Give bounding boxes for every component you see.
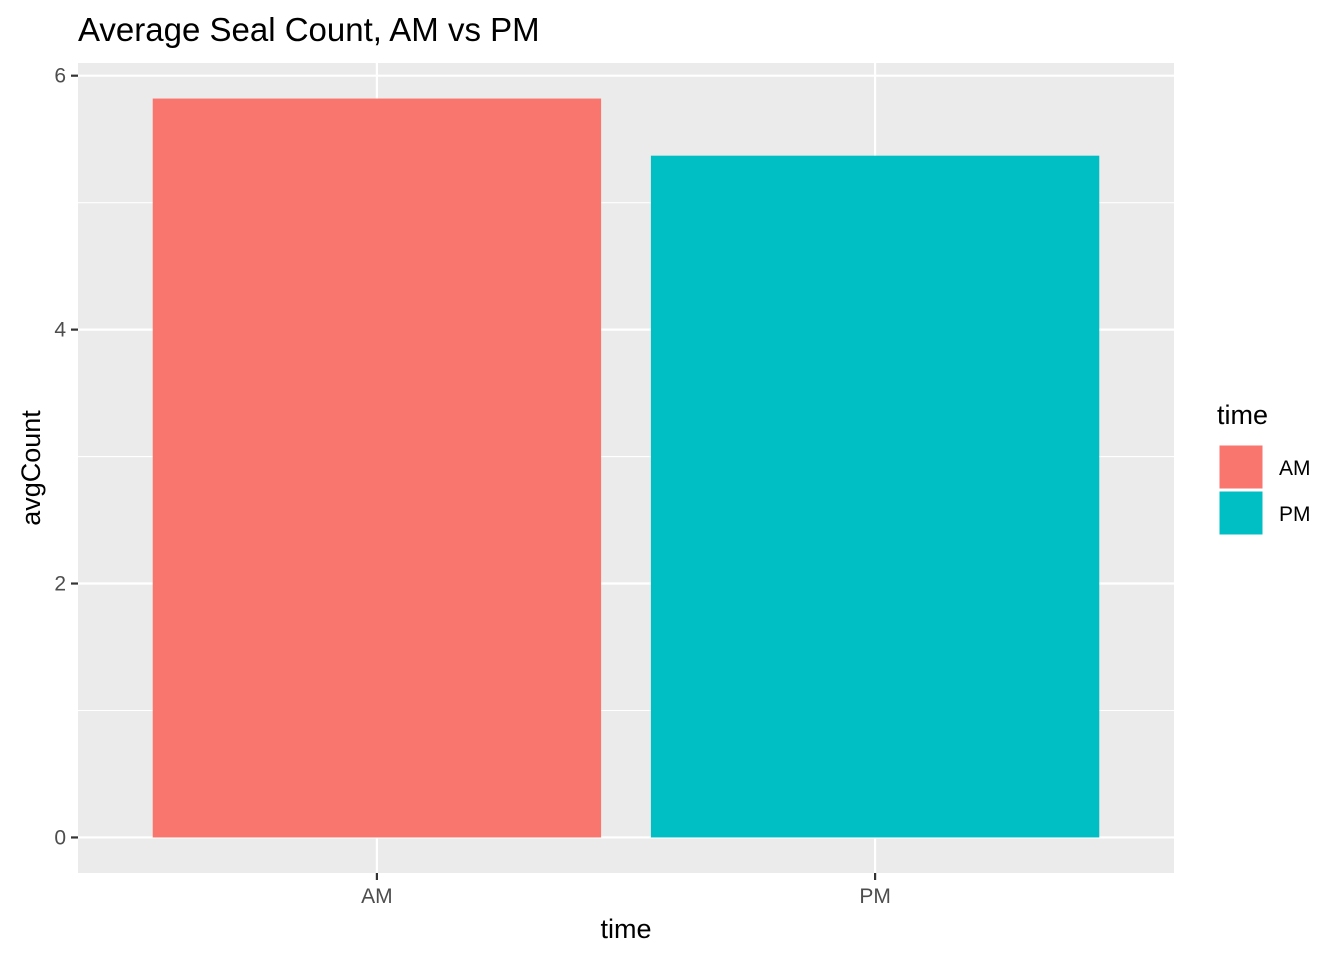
- y-tick-label: 4: [54, 319, 66, 342]
- bar-am: [152, 98, 602, 838]
- x-tick-label: PM: [859, 885, 891, 908]
- bars-group: [152, 98, 1100, 838]
- chart-title: Average Seal Count, AM vs PM: [78, 11, 540, 48]
- bar-pm: [650, 155, 1100, 838]
- y-tick-label: 2: [54, 573, 66, 596]
- y-tick-label: 6: [54, 65, 66, 88]
- y-axis: 0 2 4 6: [54, 65, 78, 849]
- legend-key-pm: [1218, 490, 1264, 536]
- legend: time AM PM: [1217, 400, 1311, 536]
- legend-key-am: [1218, 444, 1264, 490]
- x-axis: AM PM: [361, 873, 891, 908]
- y-tick-label: 0: [54, 826, 66, 849]
- x-tick-label: AM: [361, 885, 393, 908]
- x-axis-title: time: [600, 914, 651, 944]
- legend-items: AM PM: [1218, 444, 1311, 536]
- legend-label-pm: PM: [1279, 503, 1311, 526]
- legend-label-am: AM: [1279, 457, 1311, 480]
- legend-title: time: [1217, 400, 1268, 430]
- y-axis-title: avgCount: [16, 410, 46, 526]
